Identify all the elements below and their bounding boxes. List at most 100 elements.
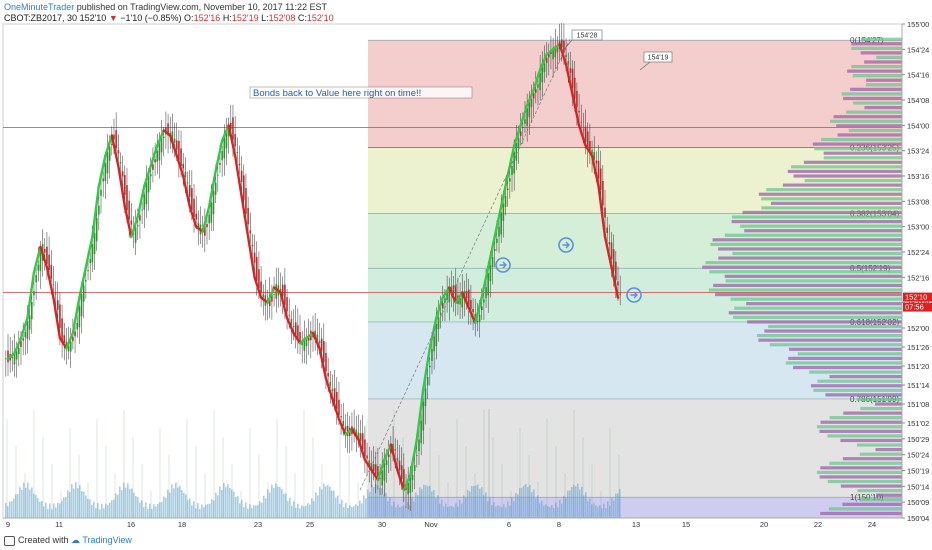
volume-bar (359, 500, 361, 518)
x-tick-label: 30 (378, 520, 386, 529)
profile-bar (827, 434, 902, 438)
candle-body (69, 341, 72, 352)
x-tick-label: 23 (254, 520, 262, 529)
volume-bar (565, 497, 567, 518)
candle-body (242, 175, 245, 200)
candle-body (519, 131, 522, 136)
ma-segment (220, 124, 230, 142)
volume-profile (702, 37, 902, 516)
y-tick-label: 154'00 (907, 121, 929, 130)
profile-bar (827, 479, 902, 484)
volume-bar (127, 483, 129, 518)
candle-body (253, 252, 256, 263)
profile-bar (768, 324, 902, 329)
candle-body (26, 320, 29, 339)
volume-bar (5, 502, 7, 518)
volume-bar (383, 494, 385, 518)
annotation-box (249, 86, 473, 99)
ma-segment (545, 48, 555, 56)
volume-bar (201, 504, 203, 518)
candle-body (111, 144, 113, 145)
candle-body (504, 196, 507, 207)
candle-body (178, 140, 180, 160)
ma-segment (402, 473, 412, 492)
candle-body (357, 432, 360, 440)
candle-body (275, 284, 278, 299)
volume-bar (81, 491, 83, 518)
volume-bar (337, 495, 339, 518)
volume-bar (419, 487, 421, 518)
volume-bar (417, 495, 419, 518)
candle-body (390, 447, 392, 454)
volume-bar (169, 492, 171, 518)
volume-bar (133, 492, 135, 518)
y-tick-label: 151'08 (907, 400, 929, 409)
profile-bar (769, 343, 902, 347)
ma-segment (6, 352, 16, 360)
ma-segment (117, 164, 127, 208)
profile-bar (829, 416, 902, 420)
volume-bar (369, 492, 371, 518)
candle-body (595, 160, 598, 164)
x-tick-label: 18 (178, 520, 186, 529)
candle-body (214, 182, 217, 195)
volume-bar (299, 508, 301, 518)
volume-bar (181, 490, 183, 518)
time-axis: 9 11 16 18 23 25 30 Nov 6 8 13 15 20 22 24 (3, 517, 902, 529)
symbol-label[interactable]: CBOT:ZB2017, 30 (4, 13, 78, 23)
candle-body (234, 134, 236, 147)
volume-bar (437, 495, 439, 518)
volume-bar (295, 508, 297, 518)
candle-body (470, 299, 472, 310)
volume-bar (57, 502, 59, 518)
candle-body (498, 226, 500, 237)
volume-bar (603, 503, 605, 518)
volume-bar (547, 506, 549, 518)
volume-bar (149, 503, 151, 518)
candle-body (487, 273, 490, 296)
y-tick-label: 154'08 (907, 96, 929, 105)
candle-body (37, 264, 40, 271)
volume-bar (271, 484, 273, 518)
candle-body (513, 151, 515, 174)
x-tick-label: 8 (557, 520, 561, 529)
volume-bar (569, 490, 571, 518)
volume-bar (579, 489, 581, 518)
volume-bar (361, 503, 363, 518)
volume-bar (189, 498, 191, 518)
volume-bar (521, 487, 523, 518)
candle-body (381, 470, 384, 486)
volume-bar (487, 501, 489, 518)
candle-body (193, 198, 195, 217)
profile-bar (728, 311, 902, 315)
profile-bar (710, 242, 902, 246)
profile-bar (825, 393, 902, 397)
ma-segment (45, 266, 55, 299)
profile-bar (820, 420, 902, 424)
ma-segment (58, 336, 68, 350)
candle-body (171, 131, 174, 142)
candle-body (54, 293, 57, 295)
volume-bar (23, 482, 25, 518)
x-tick-label: 6 (507, 520, 511, 529)
candle-body (145, 182, 148, 205)
ma-segment (389, 443, 399, 472)
close-value: 152'10 (306, 13, 334, 23)
candle-body (219, 162, 221, 165)
volume-bar (143, 507, 145, 518)
volume-bar (183, 492, 185, 518)
fib-level-label: 1(150'10) (850, 493, 884, 502)
candle-body (377, 466, 379, 481)
candle-body (152, 164, 154, 170)
publisher-link[interactable]: OneMinuteTrader (4, 2, 75, 12)
candle-body (515, 143, 518, 161)
volume-bar (365, 498, 367, 518)
volume-bar (347, 507, 349, 518)
profile-bar (837, 133, 902, 137)
tradingview-link[interactable]: TradingView (82, 535, 132, 545)
candle-body (424, 388, 427, 407)
candle-body (580, 121, 583, 123)
price-tag (903, 292, 932, 302)
price-callout-label: 154'19 (648, 55, 669, 62)
